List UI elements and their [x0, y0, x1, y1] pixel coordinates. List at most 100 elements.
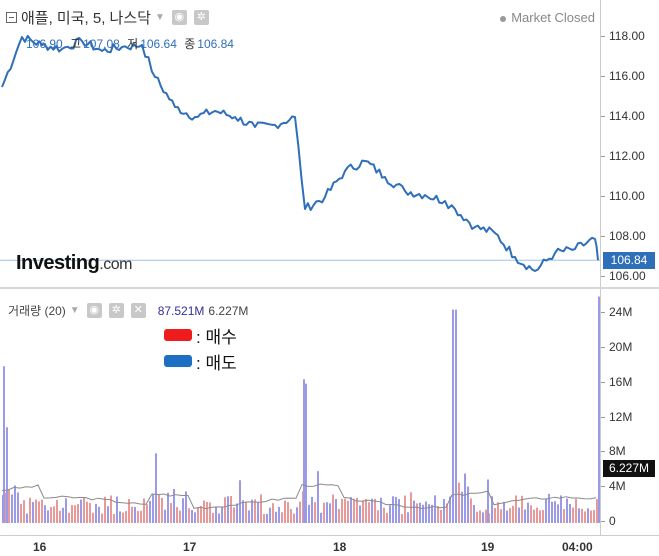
volume-label: 거래량 (20) — [8, 304, 66, 318]
price-chart-canvas[interactable] — [0, 0, 600, 286]
volume-tick-label: 20M — [600, 339, 633, 354]
volume-bar — [557, 504, 559, 523]
volume-bar — [194, 512, 196, 523]
volume-value-1: 87.521M — [157, 303, 205, 318]
price-tick-label: 112.00 — [601, 149, 645, 163]
volume-bar — [362, 500, 364, 523]
volume-bar — [3, 366, 5, 523]
last-volume-badge: 6.227M — [603, 459, 655, 477]
gear-icon[interactable]: ✲ — [193, 10, 209, 25]
volume-bar — [59, 510, 61, 523]
legend-sell: : 매도 — [164, 348, 237, 374]
volume-bar — [512, 505, 514, 523]
close-icon[interactable]: ✕ — [130, 303, 146, 318]
volume-bar — [164, 509, 166, 523]
volume-bar — [509, 508, 511, 523]
volume-bar — [389, 505, 391, 523]
volume-bar — [215, 506, 217, 523]
volume-bar — [269, 507, 271, 523]
volume-bar — [299, 501, 301, 523]
volume-bar — [248, 510, 250, 523]
volume-bar — [236, 503, 238, 523]
market-status-text: Market Closed — [511, 10, 595, 25]
volume-bar — [356, 497, 358, 523]
volume-bar — [338, 508, 340, 523]
volume-bar — [566, 498, 568, 523]
volume-bar — [479, 510, 481, 523]
volume-bar — [281, 512, 283, 523]
legend-buy-label: : 매수 — [196, 327, 237, 347]
volume-bar — [224, 497, 226, 523]
volume-bar — [487, 479, 489, 523]
gear-icon[interactable]: ✲ — [108, 303, 124, 318]
volume-bar — [419, 502, 421, 523]
volume-bar — [263, 513, 265, 523]
volume-bar — [173, 489, 175, 523]
volume-bar — [326, 502, 328, 523]
volume-tick-label: 24M — [600, 305, 633, 319]
volume-bar — [365, 498, 367, 523]
volume-bar — [161, 497, 163, 523]
volume-bar — [482, 512, 484, 523]
volume-bar — [368, 502, 370, 523]
price-axis[interactable]: 118.00 116.00 114.00 112.00 110.00 108.00 106.… — [600, 0, 659, 287]
volume-bar — [254, 499, 256, 523]
price-tick-label: 106.00 — [601, 269, 646, 283]
chevron-down-icon[interactable]: ▼ — [69, 305, 80, 316]
date-axis[interactable]: 16 17 18 19 04:00 — [0, 535, 659, 556]
volume-bar — [440, 510, 442, 523]
volume-bar — [116, 496, 118, 523]
volume-bar — [32, 502, 34, 523]
volume-bar — [41, 499, 43, 523]
close-value: 106.84 — [197, 37, 234, 51]
volume-chart-canvas[interactable] — [0, 290, 600, 535]
volume-bar — [485, 509, 487, 523]
volume-bar — [182, 498, 184, 523]
low-value: 106.64 — [140, 37, 177, 51]
volume-bar — [587, 508, 589, 523]
volume-bar — [137, 510, 139, 523]
price-tick-label: 116.00 — [601, 69, 645, 83]
volume-bar — [590, 510, 592, 523]
volume-bar — [206, 501, 208, 523]
volume-bar — [227, 496, 229, 523]
volume-bar — [548, 493, 550, 523]
eye-icon[interactable]: ◉ — [86, 303, 102, 318]
volume-bar — [122, 512, 124, 523]
volume-bar — [149, 500, 151, 523]
volume-bar — [6, 427, 8, 523]
pane-divider[interactable] — [0, 287, 659, 289]
volume-bar — [56, 499, 58, 523]
volume-bar — [47, 510, 49, 523]
price-chart[interactable] — [0, 0, 600, 286]
collapse-icon[interactable] — [6, 12, 17, 23]
volume-chart[interactable] — [0, 290, 600, 535]
volume-bar — [197, 507, 199, 523]
volume-bar — [527, 502, 529, 523]
volume-bar — [443, 499, 445, 523]
last-price-badge: 106.84 — [603, 252, 655, 270]
price-tick-label: 114.00 — [601, 109, 645, 123]
volume-average-line — [1, 483, 597, 510]
volume-bar — [170, 503, 172, 523]
eye-icon[interactable]: ◉ — [171, 10, 187, 25]
volume-bar — [134, 506, 136, 523]
volume-bar — [494, 507, 496, 523]
price-series-line — [1, 34, 599, 272]
sell-swatch — [164, 355, 192, 367]
price-tick-label: 108.00 — [601, 229, 646, 243]
volume-axis[interactable]: 24M 20M 16M 12M 8M 4M 0 6.227M — [600, 289, 659, 535]
volume-bar — [452, 309, 454, 523]
instrument-title: 애플, 미국, 5, 나스닥 — [21, 10, 151, 27]
volume-bar — [260, 494, 262, 523]
market-status: Market Closed — [500, 10, 595, 25]
volume-bar — [431, 504, 433, 523]
volume-bar — [152, 494, 154, 523]
volume-bar — [347, 500, 349, 523]
chevron-down-icon[interactable]: ▼ — [154, 12, 165, 23]
volume-bar — [467, 486, 469, 523]
volume-bar — [521, 495, 523, 523]
volume-bar — [437, 506, 439, 523]
volume-bar — [314, 502, 316, 523]
volume-bar — [119, 511, 121, 523]
